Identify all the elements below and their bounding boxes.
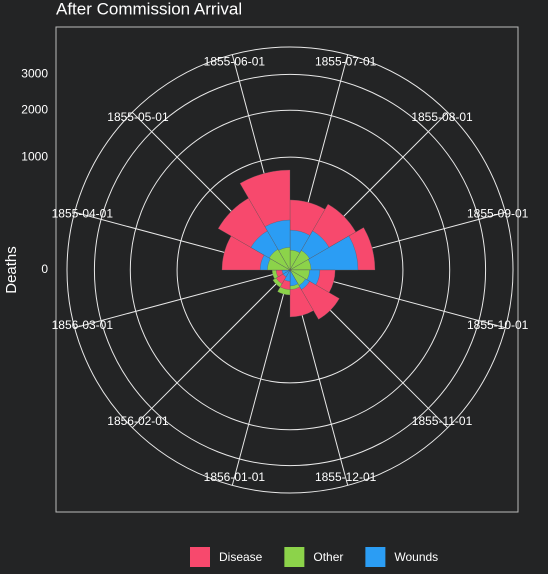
legend-key: [284, 547, 305, 567]
legend-label: Disease: [219, 550, 263, 564]
legend-key: [365, 547, 386, 567]
legend-label: Wounds: [394, 550, 438, 564]
category-label: 1855-05-01: [107, 110, 169, 124]
grid-circle: [93, 73, 487, 467]
category-label: 1856-03-01: [52, 318, 114, 332]
grid-circle: [176, 156, 404, 384]
y-tick-label: 3000: [21, 67, 48, 81]
grid-circle: [129, 109, 451, 431]
labels: 0 1000 2000 3000 1855-07-01 1855-08-01 1855-09…: [21, 54, 528, 483]
spoke: [131, 269, 291, 429]
y-tick-label: 2000: [21, 102, 48, 116]
y-tick-label: 1000: [21, 149, 48, 163]
category-label: 1855-11-01: [412, 414, 473, 428]
spoke: [231, 269, 291, 486]
legend: Disease Other Wounds: [190, 547, 438, 567]
category-label: 1855-04-01: [52, 207, 114, 221]
category-label: 1856-02-01: [107, 414, 169, 428]
legend-key: [190, 547, 210, 567]
category-label: 1855-12-01: [315, 470, 377, 484]
y-axis-label: Deaths: [3, 246, 20, 294]
category-label: 1855-10-01: [467, 318, 529, 332]
outer-circle: [66, 46, 514, 494]
y-tick-label: 0: [41, 262, 48, 276]
bars: [217, 169, 376, 320]
chart-title: After Commission Arrival: [56, 0, 242, 18]
grid: [66, 46, 514, 494]
legend-label: Other: [313, 550, 343, 564]
category-label: 1856-01-01: [204, 470, 266, 484]
category-label: 1855-06-01: [204, 54, 266, 68]
panel-border: [55, 26, 519, 513]
spoke: [74, 269, 291, 329]
category-label: 1855-08-01: [411, 110, 473, 124]
category-label: 1855-09-01: [467, 207, 529, 221]
wedge: [278, 247, 291, 271]
category-label: 1855-07-01: [315, 54, 377, 68]
